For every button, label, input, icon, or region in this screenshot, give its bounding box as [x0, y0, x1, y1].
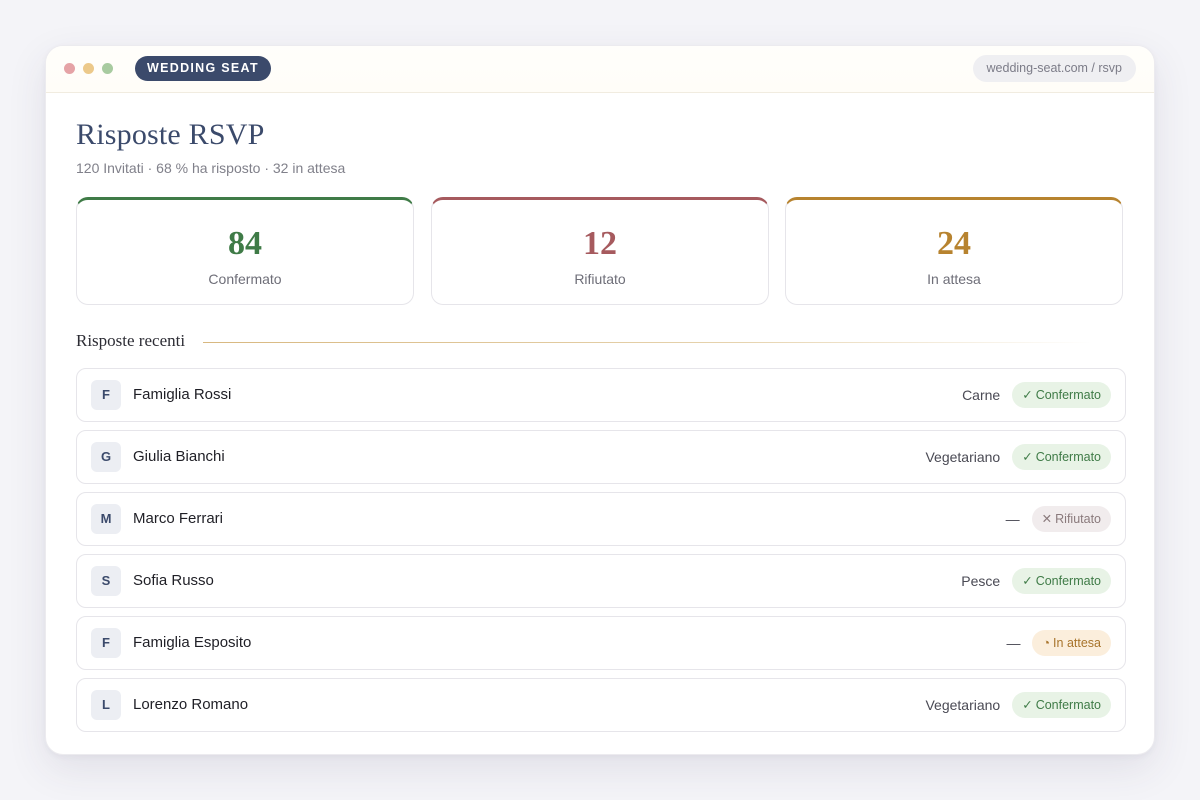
maximize-dot-icon[interactable] — [102, 63, 113, 74]
stat-value-declined: 12 — [583, 225, 617, 262]
status-badge: ✕ Rifiutato — [1031, 506, 1111, 532]
check-icon: ✓ — [1022, 450, 1033, 464]
status-label: Confermato — [1035, 450, 1101, 464]
guest-name: Marco Ferrari — [133, 510, 224, 527]
cross-icon: ✕ — [1041, 512, 1053, 526]
stat-label-confirmed: Confermato — [208, 271, 282, 287]
brand-badge: WEDDING SEAT — [135, 56, 271, 81]
page-subtitle: 120 Invitati · 68 % ha risposto · 32 in … — [76, 160, 346, 176]
stat-card-pending: 24 In attesa — [785, 197, 1123, 305]
guest-name: Lorenzo Romano — [133, 696, 249, 713]
status-badge: ✓ Confermato — [1012, 444, 1111, 470]
check-icon: ✓ — [1022, 388, 1033, 402]
stat-value-pending: 24 — [937, 225, 971, 262]
guest-name: Giulia Bianchi — [133, 448, 225, 465]
status-badge: ✓ Confermato — [1012, 382, 1111, 408]
meal-choice: Vegetariano — [925, 449, 1001, 465]
stat-card-confirmed: 84 Confermato — [76, 197, 414, 305]
stat-label-pending: In attesa — [927, 271, 981, 287]
status-label: Rifiutato — [1055, 512, 1101, 526]
guest-name: Famiglia Rossi — [133, 386, 232, 403]
check-icon: ✓ — [1022, 574, 1033, 588]
section-divider — [203, 342, 1093, 343]
meal-choice: Pesce — [961, 573, 1001, 589]
meal-choice: Carne — [962, 387, 1001, 403]
clock-icon: ◔ — [1042, 636, 1051, 650]
section-title-recent: Risposte recenti — [76, 331, 186, 350]
stat-value-confirmed: 84 — [228, 225, 262, 262]
avatar: M — [91, 504, 121, 534]
guest-name: Sofia Russo — [133, 572, 214, 589]
meal-choice: Vegetariano — [925, 697, 1001, 713]
status-badge: ✓ Confermato — [1012, 692, 1111, 718]
url-bar[interactable]: wedding-seat.com / rsvp — [972, 55, 1136, 82]
avatar: L — [91, 690, 121, 720]
rsvp-list: F Famiglia Rossi Carne ✓ Confermato G Giu… — [76, 368, 1126, 740]
avatar: S — [91, 566, 121, 596]
status-label: Confermato — [1035, 574, 1101, 588]
meal-choice: — — [1006, 635, 1021, 651]
stat-card-declined: 12 Rifiutato — [431, 197, 769, 305]
status-label: In attesa — [1053, 636, 1101, 650]
avatar: F — [91, 380, 121, 410]
page-title: Risposte RSVP — [76, 118, 265, 151]
status-label: Confermato — [1035, 698, 1101, 712]
rsvp-row[interactable]: G Giulia Bianchi Vegetariano ✓ Confermato — [76, 430, 1126, 484]
app-window: WEDDING SEAT wedding-seat.com / rsvp Ris… — [45, 45, 1155, 755]
avatar: F — [91, 628, 121, 658]
check-icon: ✓ — [1022, 698, 1033, 712]
rsvp-row[interactable]: F Famiglia Rossi Carne ✓ Confermato — [76, 368, 1126, 422]
rsvp-row[interactable]: M Marco Ferrari — ✕ Rifiutato — [76, 492, 1126, 546]
rsvp-row[interactable]: L Lorenzo Romano Vegetariano ✓ Confermato — [76, 678, 1126, 732]
status-badge: ✓ Confermato — [1012, 568, 1111, 594]
minimize-dot-icon[interactable] — [83, 63, 94, 74]
window-titlebar: WEDDING SEAT wedding-seat.com / rsvp — [46, 46, 1154, 93]
status-label: Confermato — [1035, 388, 1101, 402]
close-dot-icon[interactable] — [64, 63, 75, 74]
status-badge: ◔ In attesa — [1032, 630, 1111, 656]
meal-choice: — — [1005, 511, 1020, 527]
guest-name: Famiglia Esposito — [133, 634, 252, 651]
rsvp-row[interactable]: F Famiglia Esposito — ◔ In attesa — [76, 616, 1126, 670]
rsvp-row[interactable]: S Sofia Russo Pesce ✓ Confermato — [76, 554, 1126, 608]
stat-label-declined: Rifiutato — [574, 271, 626, 287]
avatar: G — [91, 442, 121, 472]
